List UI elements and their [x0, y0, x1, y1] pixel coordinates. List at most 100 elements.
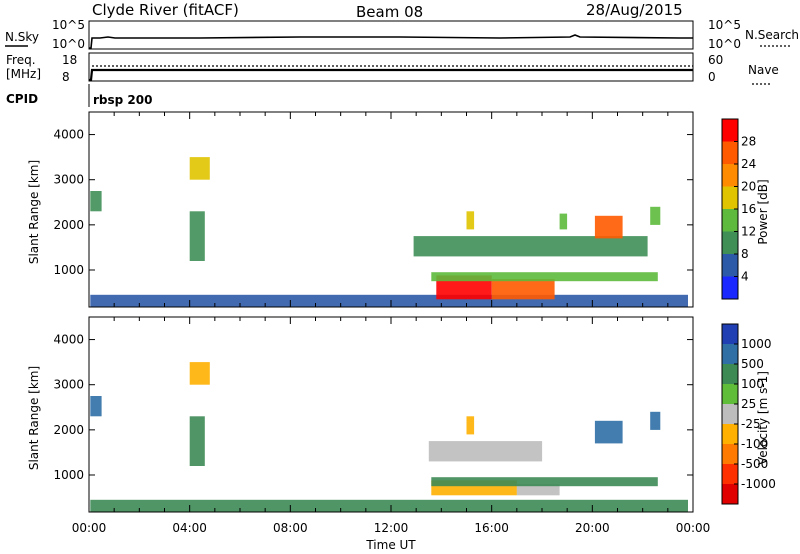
nsky-frame	[88, 20, 694, 50]
ytick-label-2: 3000	[53, 173, 84, 187]
power-patch-4	[413, 236, 648, 257]
colorbar-label-6: -500	[741, 457, 768, 471]
colorbar-swatch-4	[722, 404, 738, 425]
xtick-label-4: 16:00	[474, 521, 509, 535]
colorbar-label-0: 4	[741, 270, 749, 284]
colorbar-frame	[721, 323, 739, 505]
freq-trace	[89, 68, 693, 82]
nave-label: Nave	[748, 63, 779, 77]
power-patch-2	[491, 279, 555, 300]
colorbar-swatch-2	[722, 164, 738, 187]
colorbar-swatch-7	[722, 276, 738, 300]
ytick-label-2: 3000	[53, 378, 84, 392]
colorbar-swatch-5	[722, 231, 738, 255]
colorbar-swatch-8	[722, 484, 738, 505]
colorbar-label-6: 28	[741, 135, 756, 149]
power-patch-5	[189, 211, 205, 261]
power-patch-11	[650, 206, 661, 225]
power-panel: 1000 2000 3000 4000 Slant Range [km] 4 8 12 16…	[27, 111, 770, 308]
velocity-patch-6	[189, 362, 210, 385]
ytick-label-0: 1000	[53, 263, 84, 277]
nsky-trace	[89, 34, 693, 49]
colorbar-swatch-0	[722, 324, 738, 345]
power-patch-6	[189, 157, 210, 180]
colorbar-label-5: 24	[741, 157, 756, 171]
beam-title: Beam 08	[356, 3, 423, 21]
velocity-patch-2	[516, 484, 560, 496]
power-patch-7	[594, 215, 623, 239]
nsearch-label: N.Search	[745, 28, 799, 42]
colorbar-label-4: -25	[741, 417, 761, 431]
nave-tick-bottom: 0	[708, 70, 716, 84]
colorbar-label-5: -100	[741, 437, 768, 451]
power-patch-0	[90, 294, 689, 307]
xtick-label-0: 00:00	[72, 521, 107, 535]
colorbar-label-0: 1000	[741, 337, 772, 351]
velocity-patch-5	[189, 416, 205, 466]
nsearch-tick-bottom: 10^0	[708, 37, 741, 51]
nave-tick-top: 60	[708, 53, 723, 67]
colorbar-label-2: 12	[741, 225, 756, 239]
cpid-strip: CPID rbsp 200	[6, 84, 152, 107]
velocity-patch-4	[428, 441, 543, 462]
xtick-label-1: 04:00	[172, 521, 207, 535]
ytick-label-0: 1000	[53, 468, 84, 482]
nsky-tick-top: 10^5	[52, 18, 85, 32]
colorbar-label-2: 100	[741, 377, 764, 391]
colorbar-swatch-7	[722, 464, 738, 485]
velocity-ylabel: Slant Range [km]	[27, 366, 41, 470]
freq-frame	[88, 52, 694, 82]
power-colorbar: 4 8 12 16 20 24 28	[721, 118, 756, 300]
xtick-label-2: 08:00	[273, 521, 308, 535]
colorbar-swatch-6	[722, 254, 738, 277]
velocity-patch-10	[650, 411, 661, 430]
power-ylabel: Slant Range [km]	[27, 160, 41, 264]
ytick-label-1: 2000	[53, 218, 84, 232]
freq-tick-bottom: 8	[62, 70, 70, 84]
colorbar-label-3: 25	[741, 397, 756, 411]
velocity-y-axis: 1000 2000 3000 4000	[53, 333, 693, 482]
colorbar-swatch-5	[722, 424, 738, 445]
date-title: 28/Aug/2015	[586, 1, 683, 19]
nsearch-tick-top: 10^5	[708, 18, 741, 32]
velocity-panel: 1000 2000 3000 4000 00:00 04:00 08:00 12:00 16:…	[27, 316, 776, 552]
cpid-label: CPID	[6, 92, 38, 106]
colorbar-swatch-3	[722, 186, 738, 210]
xtick-label-5: 20:00	[575, 521, 610, 535]
nsky-tick-bottom: 10^0	[52, 37, 85, 51]
velocity-x-axis: 00:00 04:00 08:00 12:00 16:00 20:00 00:00	[72, 317, 710, 535]
velocity-cbar-label: Velocity [m s-1]	[756, 371, 770, 465]
nsky-label: N.Sky	[5, 30, 39, 44]
velocity-patch-7	[594, 420, 623, 444]
colorbar-label-1: 500	[741, 357, 764, 371]
power-y-axis: 1000 2000 3000 4000	[53, 128, 693, 277]
colorbar-swatch-2	[722, 364, 738, 385]
velocity-data-layer	[90, 362, 689, 512]
velocity-patch-3	[431, 477, 658, 487]
power-patch-3	[431, 272, 658, 282]
ytick-label-1: 2000	[53, 423, 84, 437]
colorbar-swatch-1	[722, 344, 738, 365]
power-patch-10	[90, 191, 102, 212]
velocity-patch-8	[466, 416, 475, 435]
power-patch-9	[559, 213, 568, 230]
colorbar-label-1: 8	[741, 247, 749, 261]
freq-tick-top: 18	[62, 53, 77, 67]
colorbar-label-7: -1000	[741, 477, 776, 491]
colorbar-label-4: 20	[741, 180, 756, 194]
power-x-ticks	[88, 112, 694, 307]
power-cbar-label: Power [dB]	[756, 179, 770, 244]
ytick-label-3: 4000	[53, 128, 84, 142]
velocity-colorbar: 1000 500 100 25 -25 -100 -500 -1000	[721, 323, 776, 505]
freq-label-2: [MHz]	[6, 67, 41, 81]
power-data-layer	[90, 157, 689, 307]
cpid-value: rbsp 200	[93, 93, 152, 107]
colorbar-swatch-6	[722, 444, 738, 465]
xtick-label-3: 12:00	[374, 521, 409, 535]
colorbar-swatch-1	[722, 141, 738, 165]
nsky-strip: N.Sky 10^5 10^0 10^5 10^0 N.Search	[5, 18, 799, 51]
colorbar-swatch-0	[722, 119, 738, 142]
freq-label-1: Freq.	[6, 53, 36, 67]
colorbar-swatch-4	[722, 209, 738, 232]
